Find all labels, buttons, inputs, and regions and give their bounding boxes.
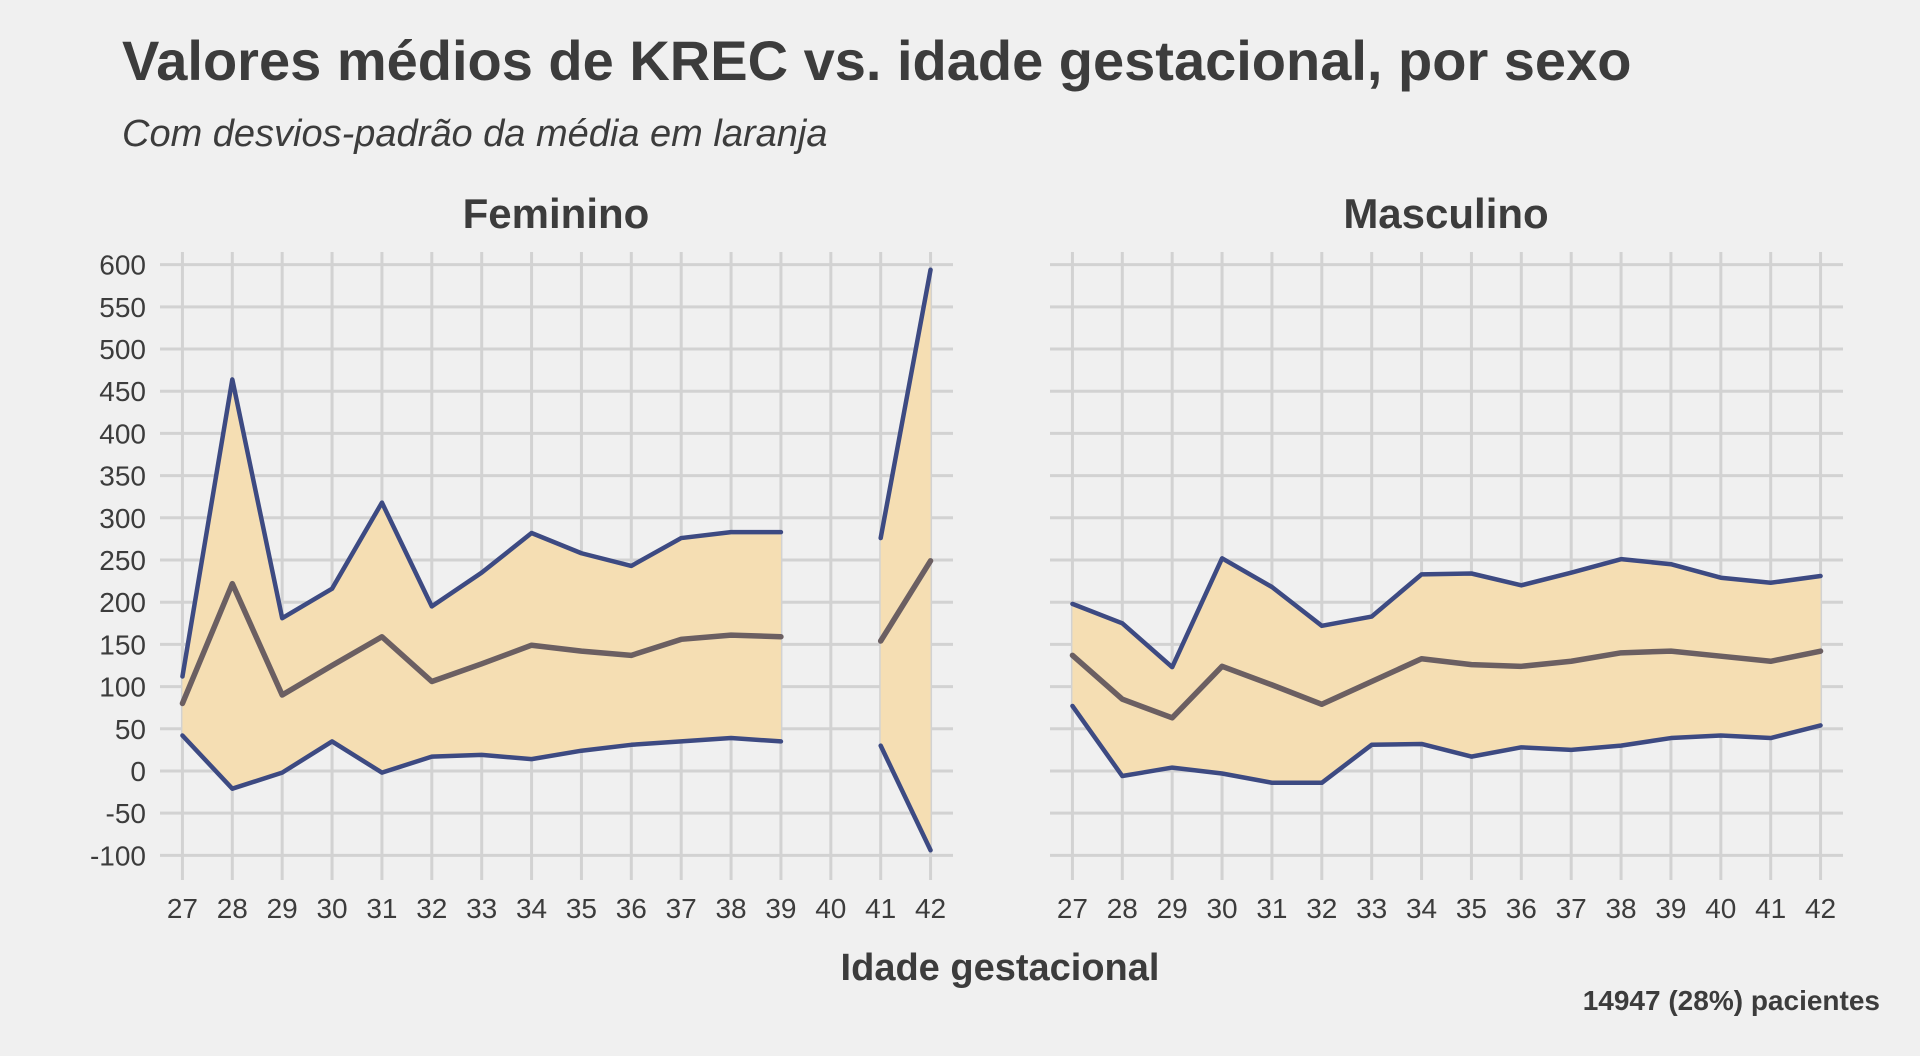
y-tick-label: 350	[99, 461, 146, 492]
x-tick-label: 27	[167, 893, 198, 924]
mean-line	[877, 558, 934, 644]
caption: 14947 (28%) pacientes	[1583, 985, 1880, 1016]
x-tick-label: 34	[516, 893, 547, 924]
x-tick-label: 35	[1456, 893, 1487, 924]
facet-label-masculino: Masculino	[1343, 190, 1548, 237]
x-tick-label: 29	[267, 893, 298, 924]
x-tick-label: 36	[1506, 893, 1537, 924]
y-tick-label: 400	[99, 418, 146, 449]
y-tick-label: 0	[130, 756, 146, 787]
x-tick-label: 37	[1556, 893, 1587, 924]
panel-feminino: 27 28 29 30 31 32 33 34 35 36 37 38 39 40 41 42	[160, 252, 953, 924]
y-tick-label: 100	[99, 672, 146, 703]
x-axis-label: Idade gestacional	[841, 947, 1160, 989]
upper-sd-line	[878, 267, 933, 541]
upper-sd-line	[180, 377, 784, 679]
x-tick-label: 28	[217, 893, 248, 924]
y-tick-label: 150	[99, 629, 146, 660]
x-tick-label: 28	[1107, 893, 1138, 924]
x-tick-label: 34	[1406, 893, 1437, 924]
y-tick-label: -100	[90, 840, 146, 871]
x-tick-label: 42	[1805, 893, 1836, 924]
x-tick-label: 42	[915, 893, 946, 924]
x-tick-label: 40	[1705, 893, 1736, 924]
x-tick-label: 31	[366, 893, 397, 924]
x-tick-label: 27	[1057, 893, 1088, 924]
y-tick-label: -50	[106, 798, 146, 829]
x-tick-label: 39	[765, 893, 796, 924]
x-tick-label: 35	[566, 893, 597, 924]
x-tick-label: 38	[715, 893, 746, 924]
y-axis: -100 -50 0 50 100 150 200 250 300 350 400 450 500 550…	[90, 250, 146, 872]
x-tick-label: 32	[416, 893, 447, 924]
y-tick-label: 550	[99, 292, 146, 323]
x-tick-label: 30	[316, 893, 347, 924]
lower-sd-line	[878, 743, 933, 853]
x-tick-label: 33	[466, 893, 497, 924]
facet-label-feminino: Feminino	[463, 190, 650, 237]
x-tick-label: 37	[666, 893, 697, 924]
lower-sd-line	[180, 733, 784, 791]
x-tick-label: 33	[1356, 893, 1387, 924]
sd-band	[182, 379, 781, 789]
x-tick-label: 30	[1206, 893, 1237, 924]
lower-sd-line	[1070, 703, 1823, 786]
y-tick-label: 250	[99, 545, 146, 576]
x-tick-label: 41	[1755, 893, 1786, 924]
y-tick-label: 500	[99, 334, 146, 365]
sd-band	[880, 269, 931, 851]
sd-band	[1072, 558, 1821, 783]
chart-title: Valores médios de KREC vs. idade gestaci…	[122, 29, 1631, 92]
x-tick-label: 29	[1157, 893, 1188, 924]
x-tick-label: 39	[1655, 893, 1686, 924]
y-tick-label: 600	[99, 250, 146, 281]
x-tick-label: 38	[1605, 893, 1636, 924]
mean-line	[179, 580, 784, 707]
x-tick-label: 40	[815, 893, 846, 924]
y-tick-label: 200	[99, 587, 146, 618]
x-tick-label: 32	[1306, 893, 1337, 924]
upper-sd-line	[1070, 556, 1823, 670]
x-tick-label: 41	[865, 893, 896, 924]
x-tick-label: 31	[1256, 893, 1287, 924]
y-tick-label: 50	[115, 714, 146, 745]
chart-subtitle: Com desvios-padrão da média em laranja	[122, 113, 827, 155]
mean-line	[1069, 648, 1824, 721]
panel-masculino: 27 28 29 30 31 32 33 34 35 36 37 38 39 40 41 42	[1050, 252, 1843, 924]
y-tick-label: 450	[99, 376, 146, 407]
y-tick-label: 300	[99, 503, 146, 534]
x-tick-label: 36	[616, 893, 647, 924]
